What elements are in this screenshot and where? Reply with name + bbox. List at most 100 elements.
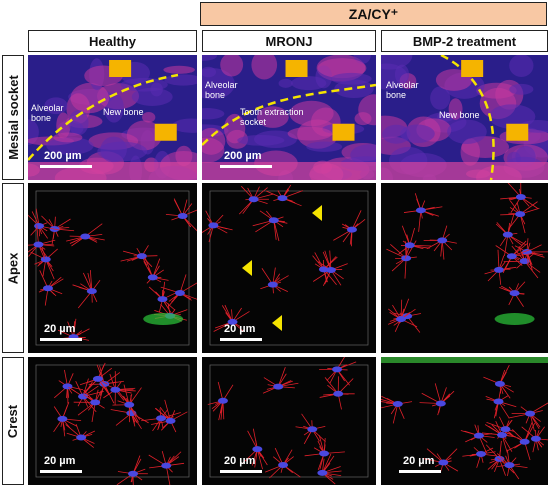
process	[478, 435, 488, 454]
process	[329, 250, 332, 270]
process	[89, 270, 93, 292]
nucleus	[208, 222, 219, 229]
nucleus	[319, 450, 330, 457]
nucleus	[161, 462, 172, 469]
process	[273, 220, 280, 242]
process	[434, 383, 442, 404]
image	[381, 183, 548, 353]
tissue	[278, 78, 293, 88]
process	[497, 249, 500, 270]
bone-band	[381, 162, 548, 180]
tissue	[448, 98, 463, 120]
nucleus	[248, 196, 259, 203]
nucleus	[227, 318, 238, 325]
inset-marker	[109, 60, 132, 77]
green-signal	[494, 313, 535, 325]
background	[202, 357, 376, 485]
micrograph: Alveolar bone Tooth extraction socket 200 …	[202, 55, 376, 180]
column-header: BMP-2 treatment	[381, 30, 548, 52]
row-header: Apex	[2, 183, 24, 353]
tissue	[237, 134, 285, 146]
tissue	[394, 64, 410, 85]
nucleus	[438, 459, 449, 466]
process	[82, 378, 89, 397]
region-label: New bone	[103, 107, 144, 117]
nucleus	[519, 438, 530, 445]
process	[351, 210, 362, 230]
process	[524, 260, 539, 279]
tissue	[291, 76, 327, 91]
tissue	[358, 94, 376, 126]
scale-bar-label: 20 µm	[403, 455, 435, 467]
micrograph: Alveolar bone New bone 200 µm	[28, 55, 197, 180]
process	[405, 240, 417, 259]
volume-box	[209, 190, 369, 346]
process	[322, 455, 335, 474]
nucleus	[475, 450, 486, 457]
row-label: Apex	[5, 252, 21, 284]
process	[254, 449, 258, 468]
scale-bar	[220, 470, 262, 473]
nucleus	[530, 435, 541, 442]
process	[39, 270, 49, 289]
nucleus	[519, 258, 530, 265]
process	[524, 441, 531, 461]
process	[526, 251, 533, 271]
process	[82, 272, 93, 292]
nucleus	[392, 401, 403, 408]
nucleus	[521, 248, 532, 255]
nucleus	[494, 266, 505, 273]
nucleus	[157, 296, 168, 303]
nucleus	[500, 426, 511, 433]
row-label: Mesial socket	[5, 75, 21, 160]
process	[96, 364, 105, 385]
nucleus	[317, 469, 328, 476]
tissue	[306, 141, 343, 152]
tissue	[509, 83, 534, 95]
region-label: New bone	[439, 110, 480, 120]
nucleus	[156, 415, 167, 422]
tissue	[220, 55, 244, 77]
tissue	[163, 65, 195, 74]
boundary	[440, 55, 495, 180]
scale-bar-label: 20 µm	[44, 455, 76, 467]
nucleus	[80, 233, 91, 240]
inset-marker	[506, 123, 529, 141]
micrograph: 20 µm	[28, 183, 197, 353]
micrograph: 20 µm	[28, 357, 197, 485]
nucleus	[515, 211, 526, 218]
nucleus	[278, 461, 289, 468]
process	[45, 259, 55, 280]
nucleus	[401, 255, 412, 262]
nucleus	[473, 432, 484, 439]
process	[404, 258, 407, 279]
tissue	[53, 132, 83, 143]
process	[441, 240, 445, 260]
nucleus	[509, 290, 520, 297]
nucleus	[92, 375, 103, 382]
micrograph: 20 µm	[202, 183, 376, 353]
nucleus	[395, 316, 406, 323]
nucleus	[267, 281, 278, 288]
process	[128, 404, 139, 423]
tissue	[46, 137, 94, 155]
process	[507, 214, 515, 235]
tissue	[131, 87, 173, 106]
tissue	[56, 112, 71, 139]
image	[28, 357, 197, 485]
tissue	[509, 55, 534, 78]
nucleus	[252, 446, 263, 453]
tissue	[68, 110, 89, 136]
nucleus	[86, 288, 97, 295]
scale-bar-label: 20 µm	[224, 323, 256, 335]
process	[318, 435, 325, 454]
tissue	[330, 72, 372, 85]
background	[381, 357, 548, 485]
scale-bar	[220, 338, 262, 341]
nucleus	[493, 398, 504, 405]
nucleus	[307, 426, 318, 433]
process	[256, 449, 263, 470]
process	[165, 465, 171, 485]
process	[498, 401, 510, 419]
tissue	[430, 86, 451, 110]
